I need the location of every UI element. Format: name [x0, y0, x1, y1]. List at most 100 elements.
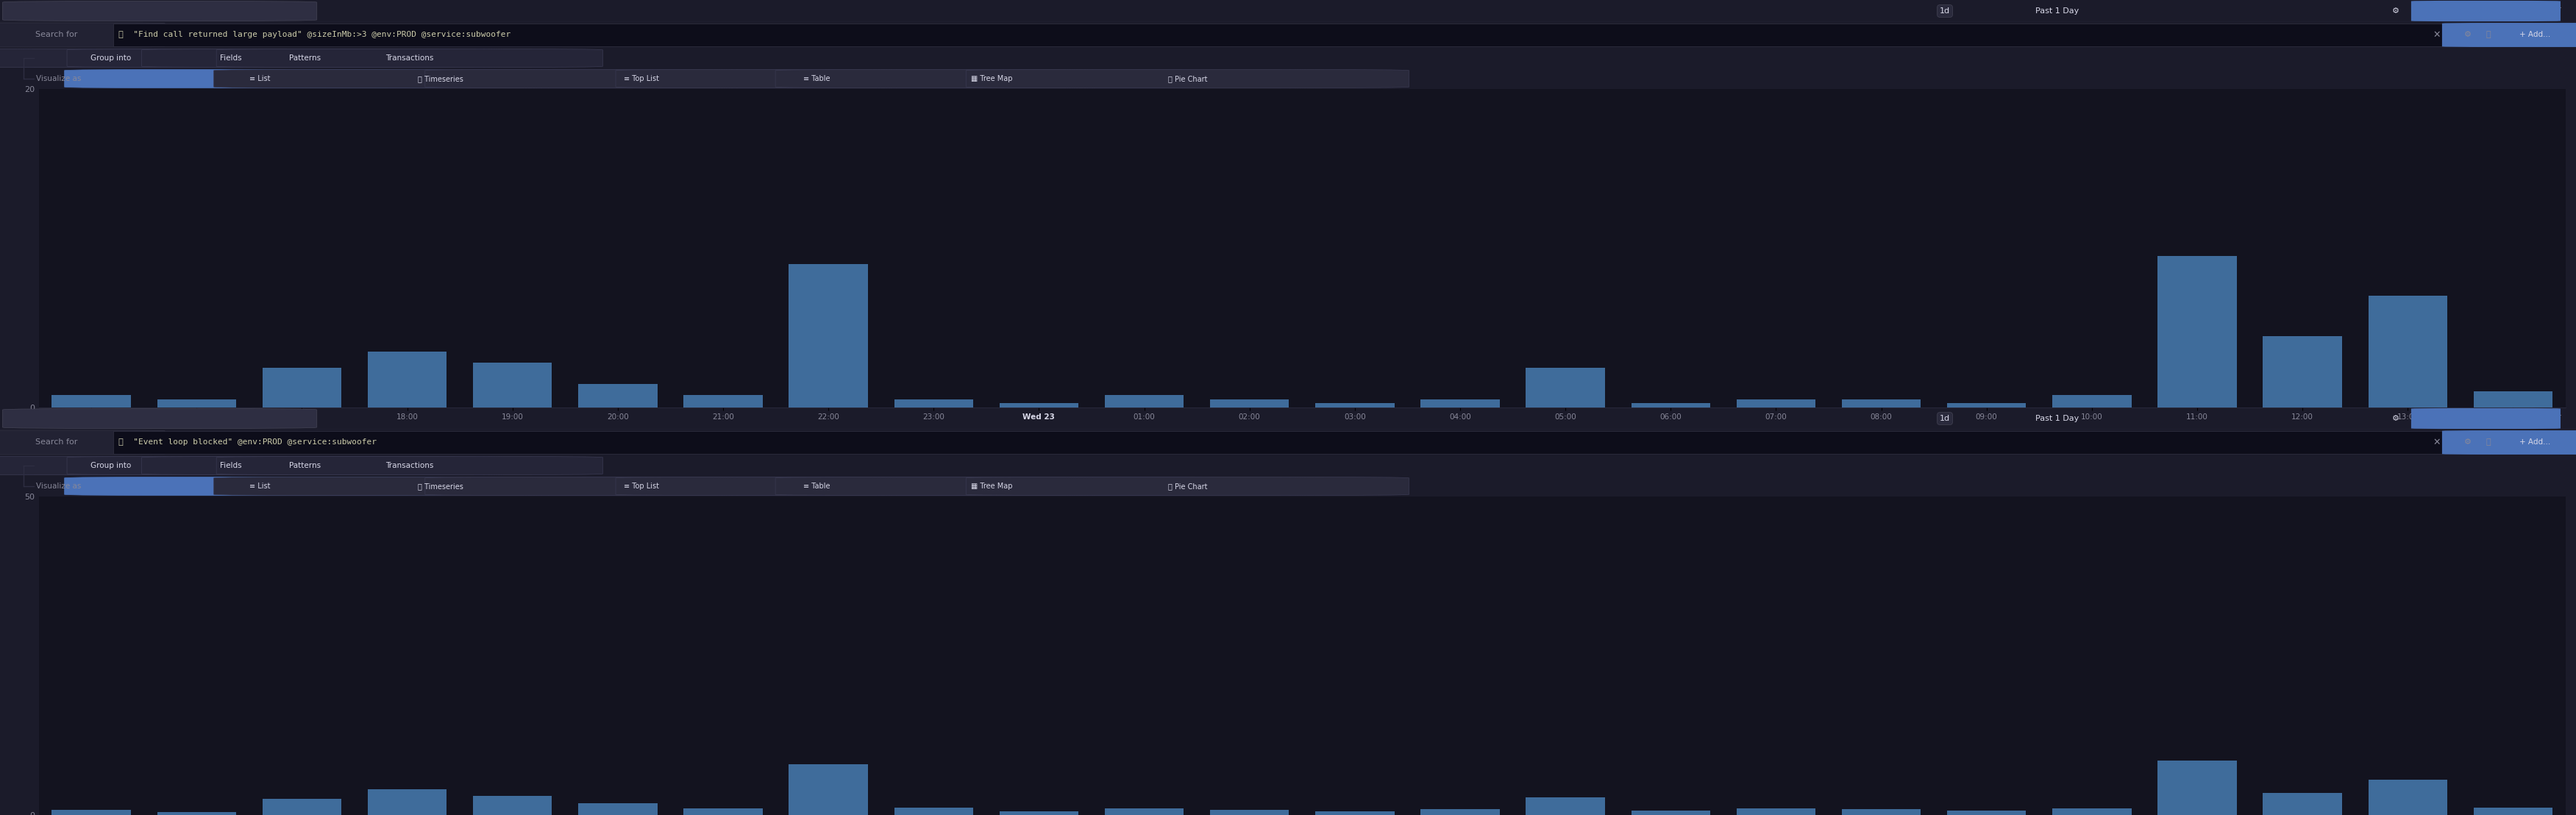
FancyBboxPatch shape [0, 456, 317, 475]
Text: 🔍  "Find call returned large payload" @sizeInMb:>3 @env:PROD @service:subwoofer: 🔍 "Find call returned large payload" @si… [118, 31, 510, 38]
Text: Search for: Search for [36, 31, 77, 38]
Text: ◀: ◀ [2445, 7, 2450, 15]
Text: Past 1 Day: Past 1 Day [2035, 7, 2079, 15]
Bar [368, 790, 446, 815]
FancyBboxPatch shape [966, 69, 1409, 88]
Bar [1842, 399, 1922, 408]
FancyBboxPatch shape [67, 49, 394, 68]
Bar [577, 804, 657, 815]
Bar [1419, 399, 1499, 408]
Text: ↺: ↺ [2555, 415, 2561, 422]
Text: ‖: ‖ [2483, 7, 2488, 15]
Bar [1316, 403, 1394, 408]
Text: ▶: ▶ [2522, 415, 2527, 422]
Text: ▷ Views: ▷ Views [10, 7, 44, 15]
Text: ✕: ✕ [2434, 30, 2439, 40]
Text: 1d: 1d [1940, 415, 1950, 422]
Bar [1736, 808, 1816, 815]
FancyBboxPatch shape [113, 431, 2491, 454]
FancyBboxPatch shape [216, 456, 603, 475]
Bar [157, 812, 237, 815]
FancyBboxPatch shape [2442, 430, 2576, 455]
Bar [577, 384, 657, 408]
Text: ◀: ◀ [2445, 415, 2450, 422]
Text: Fields: Fields [219, 462, 242, 469]
Text: Group into: Group into [90, 55, 131, 62]
Text: ⚙: ⚙ [2465, 438, 2470, 446]
FancyBboxPatch shape [0, 23, 165, 47]
Text: ▶: ▶ [2522, 7, 2527, 15]
Bar [52, 394, 131, 408]
Text: ≡ Top List: ≡ Top List [623, 482, 659, 490]
Bar [2473, 808, 2553, 815]
Text: 📈 Timeseries: 📈 Timeseries [417, 482, 464, 490]
Text: ⚙: ⚙ [2393, 415, 2398, 422]
Bar [1631, 403, 1710, 408]
Bar [2159, 256, 2236, 408]
Text: 🥧 Pie Chart: 🥧 Pie Chart [1167, 75, 1208, 82]
Text: ⧉: ⧉ [2486, 438, 2491, 446]
Text: ≡ Table: ≡ Table [804, 75, 829, 82]
Bar [474, 363, 551, 408]
Text: 📈 Timeseries: 📈 Timeseries [417, 75, 464, 82]
Text: Group into: Group into [90, 462, 131, 469]
Bar [1842, 809, 1922, 815]
Text: + Save: + Save [147, 7, 173, 15]
Bar [1525, 797, 1605, 815]
Text: ‖: ‖ [2483, 415, 2488, 422]
Bar [788, 264, 868, 408]
FancyBboxPatch shape [775, 477, 1208, 496]
FancyBboxPatch shape [0, 430, 165, 455]
Bar [2262, 793, 2342, 815]
Bar [2262, 336, 2342, 408]
Bar [263, 368, 343, 408]
FancyBboxPatch shape [0, 49, 317, 68]
Text: + Save: + Save [147, 415, 173, 422]
Bar [2053, 394, 2130, 408]
Bar [683, 394, 762, 408]
Bar [894, 399, 974, 408]
Text: Patterns: Patterns [289, 462, 322, 469]
Text: Transactions: Transactions [386, 462, 433, 469]
Bar [2473, 391, 2553, 408]
Bar [999, 403, 1079, 408]
Bar [1947, 403, 2027, 408]
Text: ▷ Views: ▷ Views [10, 414, 44, 423]
Bar [1525, 368, 1605, 408]
Text: ≡ List: ≡ List [250, 75, 270, 82]
Bar [474, 796, 551, 815]
FancyBboxPatch shape [3, 1, 317, 21]
Text: ‖: ‖ [2483, 415, 2488, 422]
FancyBboxPatch shape [775, 69, 1208, 88]
Bar [683, 808, 762, 815]
Text: ‖: ‖ [2483, 7, 2488, 15]
Bar [368, 352, 446, 408]
Bar [2367, 296, 2447, 408]
Bar [157, 399, 237, 408]
Bar [1105, 394, 1185, 408]
FancyBboxPatch shape [214, 69, 667, 88]
FancyBboxPatch shape [616, 69, 1018, 88]
FancyBboxPatch shape [2411, 408, 2561, 429]
FancyBboxPatch shape [216, 49, 603, 68]
FancyBboxPatch shape [142, 49, 469, 68]
Text: 1d: 1d [1940, 7, 1950, 15]
Text: + Add...: + Add... [2519, 31, 2550, 38]
FancyBboxPatch shape [64, 69, 456, 88]
Text: ≡ Top List: ≡ Top List [623, 75, 659, 82]
Text: 🔍  "Event loop blocked" @env:PROD @service:subwoofer: 🔍 "Event loop blocked" @env:PROD @servic… [118, 438, 376, 446]
Bar [1316, 811, 1394, 815]
Text: ⊙ Logs: ⊙ Logs [72, 7, 103, 15]
Text: ⚙: ⚙ [2393, 7, 2398, 15]
Text: 🥧 Pie Chart: 🥧 Pie Chart [1167, 482, 1208, 490]
Bar [52, 810, 131, 815]
Text: + Add...: + Add... [2519, 438, 2550, 446]
Bar [1211, 810, 1288, 815]
FancyBboxPatch shape [2411, 1, 2561, 21]
Bar [2159, 761, 2236, 815]
Text: Transactions: Transactions [386, 55, 433, 62]
Bar [1631, 811, 1710, 815]
FancyBboxPatch shape [67, 456, 394, 475]
FancyBboxPatch shape [3, 408, 317, 429]
Text: ↺: ↺ [2555, 7, 2561, 15]
